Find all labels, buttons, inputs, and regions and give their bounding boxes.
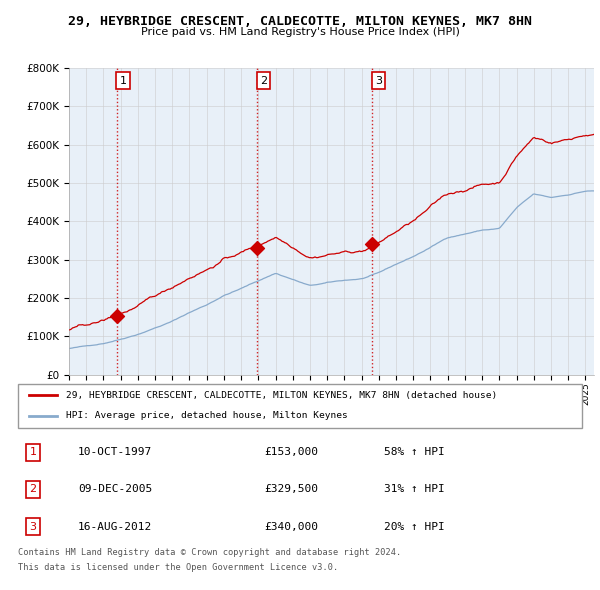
FancyBboxPatch shape: [18, 384, 582, 428]
Point: [253, 244, 262, 253]
Text: 29, HEYBRIDGE CRESCENT, CALDECOTTE, MILTON KEYNES, MK7 8HN (detached house): 29, HEYBRIDGE CRESCENT, CALDECOTTE, MILT…: [66, 391, 497, 400]
Point: [112, 312, 122, 321]
Text: 31% ↑ HPI: 31% ↑ HPI: [384, 484, 445, 494]
Text: HPI: Average price, detached house, Milton Keynes: HPI: Average price, detached house, Milt…: [66, 411, 347, 420]
Text: £329,500: £329,500: [264, 484, 318, 494]
Text: 3: 3: [375, 76, 382, 86]
Text: 2: 2: [29, 484, 37, 494]
Text: 58% ↑ HPI: 58% ↑ HPI: [384, 447, 445, 457]
Text: 20% ↑ HPI: 20% ↑ HPI: [384, 522, 445, 532]
Text: 10-OCT-1997: 10-OCT-1997: [78, 447, 152, 457]
Text: £340,000: £340,000: [264, 522, 318, 532]
Text: £153,000: £153,000: [264, 447, 318, 457]
Text: 3: 3: [29, 522, 37, 532]
Text: 09-DEC-2005: 09-DEC-2005: [78, 484, 152, 494]
Text: This data is licensed under the Open Government Licence v3.0.: This data is licensed under the Open Gov…: [18, 563, 338, 572]
Text: Contains HM Land Registry data © Crown copyright and database right 2024.: Contains HM Land Registry data © Crown c…: [18, 548, 401, 557]
Text: Price paid vs. HM Land Registry's House Price Index (HPI): Price paid vs. HM Land Registry's House …: [140, 27, 460, 37]
Text: 16-AUG-2012: 16-AUG-2012: [78, 522, 152, 532]
Text: 1: 1: [29, 447, 37, 457]
Text: 1: 1: [119, 76, 127, 86]
Text: 2: 2: [260, 76, 267, 86]
Text: 29, HEYBRIDGE CRESCENT, CALDECOTTE, MILTON KEYNES, MK7 8HN: 29, HEYBRIDGE CRESCENT, CALDECOTTE, MILT…: [68, 15, 532, 28]
Point: [367, 240, 377, 249]
